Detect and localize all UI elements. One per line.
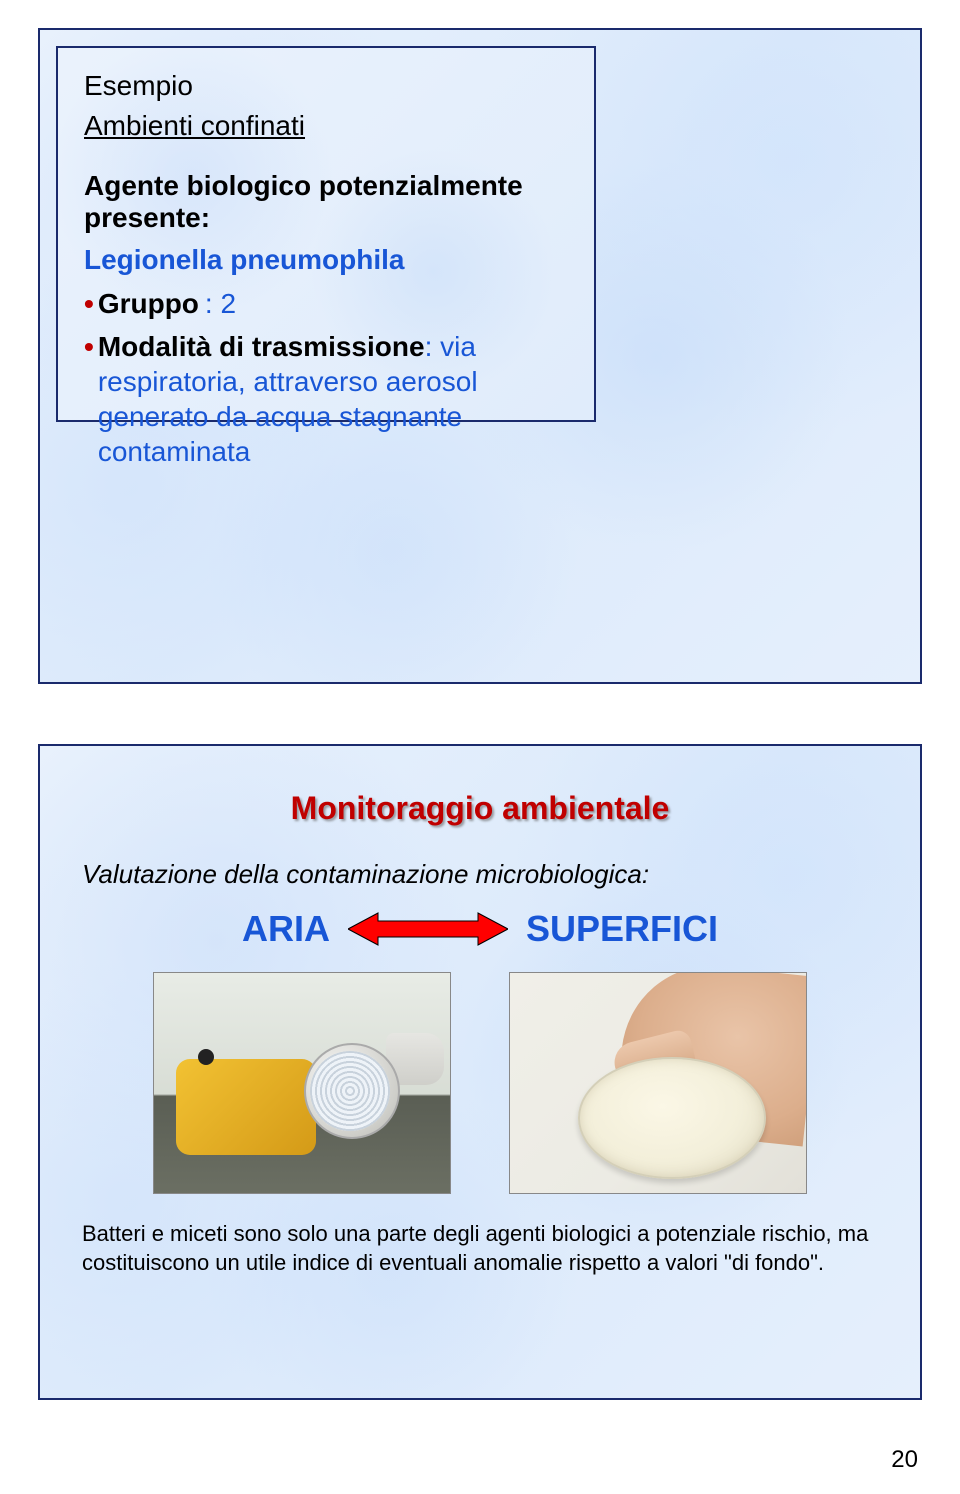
petri-dish-shape [578, 1057, 766, 1179]
sampler-body [176, 1059, 316, 1155]
text-legionella: Legionella pneumophila [84, 244, 568, 276]
image-petri-dish [509, 972, 807, 1194]
sampler-button [198, 1049, 214, 1065]
image-row [40, 972, 920, 1194]
value-gruppo: : 2 [205, 288, 236, 319]
heading-ambienti: Ambienti confinati [84, 110, 568, 142]
heading-agente: Agente biologico potenzialmente presente… [84, 170, 568, 234]
image-air-sampler [153, 972, 451, 1194]
arrow-shape [348, 913, 508, 945]
arrow-row: ARIA SUPERFICI [40, 908, 920, 950]
slide2-title: Monitoraggio ambientale [40, 790, 920, 827]
label-aria: ARIA [242, 908, 330, 950]
page-number: 20 [891, 1446, 918, 1474]
text-valutazione: Valutazione della contaminazione microbi… [82, 859, 920, 890]
sampler-grill [310, 1051, 390, 1131]
label-superfici: SUPERFICI [526, 908, 718, 950]
slide-2: Monitoraggio ambientale Valutazione dell… [38, 744, 922, 1400]
heading-esempio: Esempio [84, 70, 568, 102]
label-modalita: Modalità di trasmissione [98, 331, 425, 362]
bullet-icon: • [84, 286, 94, 321]
footer-text: Batteri e miceti sono solo una parte deg… [82, 1220, 878, 1277]
label-gruppo: Gruppo [98, 288, 199, 319]
double-arrow-icon [348, 911, 508, 947]
content-box: Esempio Ambienti confinati Agente biolog… [56, 46, 596, 422]
row-gruppo: • Gruppo: 2 [84, 286, 568, 321]
row-modalita: • Modalità di trasmissione: via respirat… [84, 329, 568, 469]
bullet-icon: • [84, 329, 94, 364]
slide-1: Esempio Ambienti confinati Agente biolog… [38, 28, 922, 684]
